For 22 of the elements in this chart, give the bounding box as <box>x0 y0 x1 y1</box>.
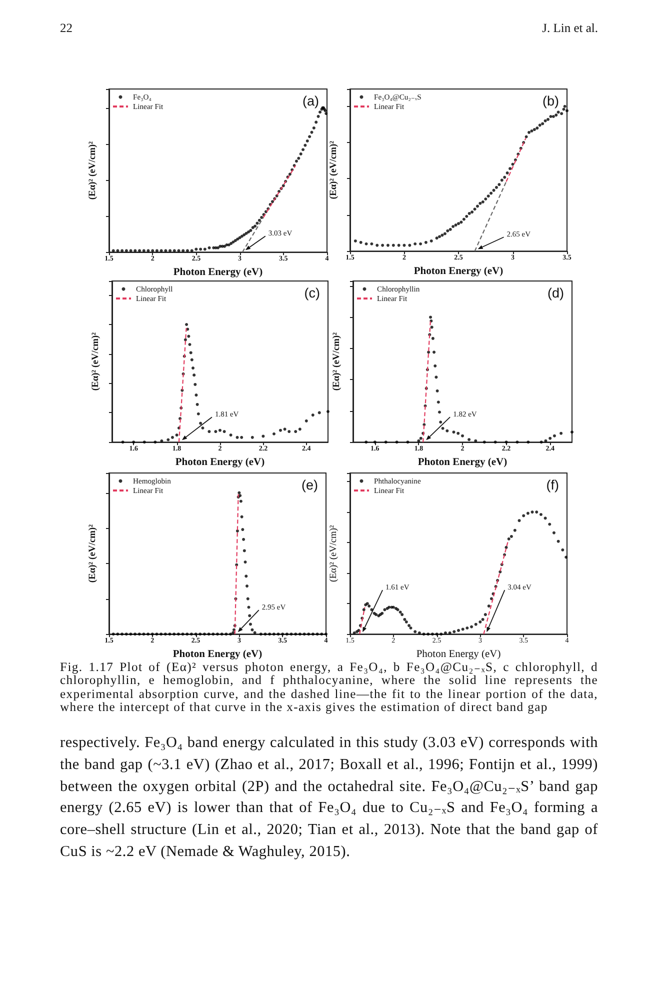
x-axis-title: Photon Energy (eV) <box>175 457 266 468</box>
y-axis-title: (Eα)² (eV/cm)² <box>88 141 98 200</box>
caption: Fig. 1.17 Plot of (Eα)² versus photon energy, a Fe₃O₄, b Fe₃O₄@Cu₂₋ₓS, c chlorophyll, d chlorophyllin, e hemoglobin, and f phthalocyanine, where the solid line represents the experimental absorption curve, and the dashed line—the fit to the linear portion of the data, where the intercept of that curve in the x-axis gives the estimation of direct band gap <box>60 660 598 715</box>
x-axis-title: Photon Energy (eV) <box>416 649 502 660</box>
y-axis-title: (Eα)² (eV/cm)² <box>329 140 339 200</box>
chart-title: (c) <box>304 286 320 300</box>
y-axis-title: (Eα)² (eV/cm)² <box>329 524 339 582</box>
chart-title: (b) <box>542 94 559 108</box>
chart-title: (a) <box>302 94 319 108</box>
chart-title: (e) <box>302 478 318 492</box>
y-axis-title: (Eα)² (eV/cm)² <box>332 332 342 391</box>
text: respectively. Fe₃O₄ band energy calculated in this study (3.03 eV) corresponds with the band gap (~3.1 eV) (Zhao et al., 2017; Boxall et al., 1996; Fontijn et al., 1999) between the oxygen orbital (2P) and the octahedral site. Fe₃O₄@Cu₂₋ₓS’ band gap energy (2.65 eV) is lower than that of Fe₃O₄ due to Cu₂₋ₓS and Fe₃O₄ forming a core–shell structure (Lin et al., 2020; Tian et al., 2013). Note that the band gap of CuS is ~2.2 eV (Nemade & Waghuley, 2015). <box>60 733 598 862</box>
y-axis-title: (Eα)² (eV/cm)² <box>88 524 98 583</box>
x-axis-title: Photon Energy (eV) <box>414 266 504 277</box>
x-axis-title: Photon Energy (eV) <box>173 267 264 278</box>
chart-title: (f) <box>546 478 560 492</box>
x-axis-title: Photon Energy (eV) <box>172 649 263 660</box>
y-axis-title: (Eα)² (eV/cm)² <box>91 332 101 391</box>
text: J. Lin et al. <box>542 20 598 37</box>
text: 22 <box>60 20 72 37</box>
x-axis-title: Photon Energy (eV) <box>418 457 508 468</box>
chart-title: (d) <box>548 286 564 300</box>
